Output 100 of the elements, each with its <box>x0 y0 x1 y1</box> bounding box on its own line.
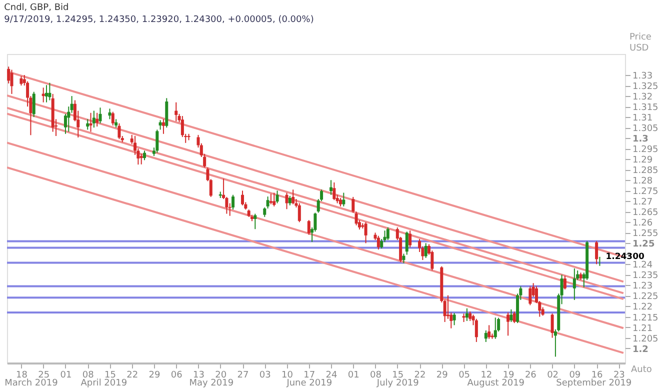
candlestick <box>42 87 45 103</box>
candlestick <box>266 196 270 209</box>
x-tick-label: 23 <box>613 370 625 380</box>
y-tick-label: 1.205 <box>632 334 658 344</box>
candlestick <box>263 206 266 218</box>
x-tick-label: 19 <box>502 370 515 380</box>
x-tick-label: 27 <box>237 370 249 380</box>
x-tick-label: 15 <box>104 370 116 380</box>
x-tick-label: 08 <box>82 370 94 380</box>
x-tick-label: 25 <box>38 370 50 380</box>
candlestick <box>364 222 368 244</box>
candlestick <box>307 220 310 236</box>
candlestick <box>241 190 244 206</box>
candlestick <box>330 180 333 196</box>
candlestick <box>162 118 165 134</box>
candlestick <box>563 275 566 290</box>
x-tick-label: 29 <box>148 370 160 380</box>
candlestick <box>452 312 456 326</box>
x-tick-label: 22 <box>126 370 138 380</box>
x-tick-label: 06 <box>170 370 183 380</box>
candlestick <box>405 231 408 256</box>
candlestick <box>158 120 162 130</box>
x-tick-label: 01 <box>348 370 360 380</box>
x-tick-label: 12 <box>480 370 492 380</box>
y-tick-label: 1.32 <box>632 92 653 103</box>
candlestick <box>484 330 488 342</box>
x-tick-label: 22 <box>414 370 426 380</box>
y-tick-label: 1.255 <box>632 229 658 240</box>
candlestick <box>118 122 121 140</box>
candlestick <box>86 118 90 130</box>
candlestick <box>376 235 380 250</box>
y-tick-label: 1.225 <box>632 292 658 302</box>
candlestick <box>276 190 279 204</box>
candlestick <box>98 107 102 124</box>
y-tick-label: 1.305 <box>632 124 658 134</box>
candlestick <box>89 112 92 132</box>
y-tick-label: 1.315 <box>632 103 658 114</box>
x2-tick-label: March 2019 <box>4 378 58 388</box>
candlestick <box>10 69 14 94</box>
candlestick <box>342 192 346 207</box>
candlestick <box>272 192 276 207</box>
x-tick-label: 13 <box>193 370 204 380</box>
x2-tick-label: May 2019 <box>189 378 234 388</box>
candlestick <box>386 226 390 241</box>
y-tick-label: 1.235 <box>632 271 658 282</box>
y-tick-label: 1.33 <box>632 72 653 82</box>
y-tick-label: 1.285 <box>632 166 658 176</box>
x-tick-label: 10 <box>282 370 294 380</box>
x-tick-label: 05 <box>458 370 470 380</box>
candlestick <box>292 189 295 205</box>
y-tick-label: 1.21 <box>632 324 653 334</box>
candlestick <box>506 312 510 336</box>
y-tick-label: 1.23 <box>632 282 653 292</box>
candlestick <box>254 213 257 230</box>
candlestick <box>143 150 146 161</box>
y-tick-label: 1.2 <box>632 344 648 355</box>
y-tick-label: 1.22 <box>632 302 653 313</box>
y-tick-label: 1.295 <box>632 145 658 156</box>
candlestick <box>494 317 497 340</box>
annotation: 1.24300 <box>606 252 645 262</box>
x-tick-label: 18 <box>16 370 28 380</box>
candlestick <box>446 294 450 320</box>
x-tick-label: 20 <box>215 370 227 380</box>
x-tick-label: 02 <box>547 370 559 380</box>
candlestick <box>140 153 143 165</box>
text: Auto <box>631 365 652 375</box>
candlestick <box>156 129 159 154</box>
candlestick <box>468 311 472 322</box>
candlestick <box>528 286 532 306</box>
candlestick <box>288 195 292 206</box>
x-tick-label: 17 <box>304 370 316 380</box>
candlestick <box>96 112 99 128</box>
y-tick-label: 1.24 <box>632 260 653 271</box>
candlestick <box>488 324 491 340</box>
candlestick <box>285 192 288 210</box>
candlestick <box>48 82 52 101</box>
y-tick-label: 1.31 <box>632 114 653 124</box>
candlestick <box>354 211 358 226</box>
x-tick-label: 08 <box>370 370 382 380</box>
y-tick-label: 1.215 <box>632 313 658 324</box>
candlestick <box>408 230 412 248</box>
candlestick <box>352 196 355 214</box>
y-tick-label: 1.325 <box>632 82 658 92</box>
y-tick-label: 1.3 <box>632 134 648 145</box>
candlestick <box>298 202 301 223</box>
candlestick <box>111 111 114 126</box>
candlestick <box>269 193 272 205</box>
y-tick-label: 1.28 <box>632 176 653 187</box>
y-tick-label: 1.275 <box>632 187 658 198</box>
y-tick-label: 1.265 <box>632 208 658 218</box>
y-tick-label: 1.27 <box>632 198 653 208</box>
candlestick <box>45 84 48 103</box>
x2-tick-label: April 2019 <box>80 378 128 388</box>
x2-tick-label: August 2019 <box>467 378 525 388</box>
chart-title: Cndl, GBP, Bid <box>4 3 69 13</box>
x-tick-label: 15 <box>392 370 404 380</box>
candlestick <box>572 268 576 300</box>
x-tick-label: 16 <box>591 370 604 380</box>
candlestick <box>402 253 406 264</box>
x-tick-label: 01 <box>60 370 72 380</box>
